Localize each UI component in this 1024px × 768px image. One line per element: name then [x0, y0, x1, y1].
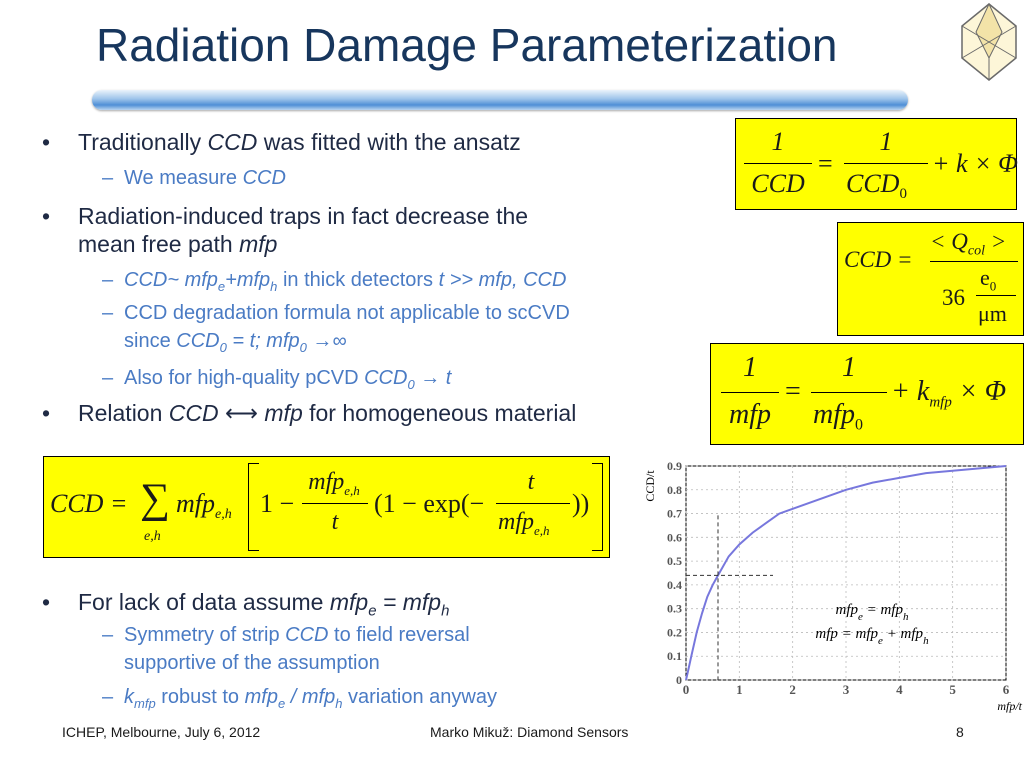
bullet-dash: –: [102, 269, 114, 291]
x-tick-label: 0: [683, 682, 690, 697]
bullet-dot: •: [42, 203, 51, 229]
x-axis-label: mfp/t: [997, 699, 1022, 713]
f2-den-coeff: 36: [942, 285, 965, 310]
f4-lhs: CCD =: [50, 489, 128, 518]
bullet-text: since CCD0 = t; mfp0 →∞: [124, 330, 347, 355]
f2-den-num: e0: [980, 265, 997, 294]
title-underline-bar: [92, 90, 908, 110]
f4-sum-symbol: ∑: [140, 476, 170, 522]
f1-rhs-denominator: CCD0: [846, 169, 907, 203]
f3-rhs-numerator: 1: [842, 352, 856, 383]
bullet-text: Relation CCD ⟷ mfp for homogeneous mater…: [78, 400, 577, 426]
bullet-text: kmfp robust to mfpe / mfph variation any…: [124, 686, 497, 711]
bullet-text: supportive of the assumption: [124, 652, 380, 674]
bullet-text: mean free path mfp: [78, 231, 278, 257]
y-tick-label: 0.4: [667, 578, 682, 592]
bullet-text: Radiation-induced traps in fact decrease…: [78, 203, 529, 229]
f3-lhs-numerator: 1: [743, 352, 757, 383]
f3-rhs-denominator: mfp0: [813, 399, 863, 434]
bullet-dash: –: [102, 367, 114, 389]
y-tick-label: 0.2: [667, 625, 682, 639]
f3-tail: + kmfp × Φ: [891, 376, 1007, 411]
bullet-dash: –: [102, 302, 114, 324]
bullet-text: For lack of data assume mfpe = mfph: [78, 589, 450, 620]
x-tick-label: 5: [949, 682, 956, 697]
f4-frac1-denominator: t: [331, 509, 339, 535]
y-tick-label: 0.3: [667, 602, 682, 616]
bullet-dot: •: [42, 589, 51, 615]
y-tick-label: 0.5: [667, 554, 682, 568]
y-tick-label: 0.9: [667, 459, 682, 473]
series-line: [685, 465, 1007, 681]
bullet-text: Symmetry of strip CCD to field reversal: [124, 624, 470, 646]
bullet-dash: –: [102, 167, 114, 189]
f3-lhs-denominator: mfp: [729, 399, 771, 430]
y-tick-label: 0.7: [667, 507, 682, 521]
f4-close: )): [572, 489, 590, 518]
x-tick-label: 2: [789, 682, 796, 697]
bullet-text: Also for high-quality pCVD CCD0 → t: [124, 367, 452, 392]
diamond-logo: [961, 2, 1017, 81]
f4-sum-index: e,h: [144, 529, 161, 544]
f4-frac2-numerator: t: [527, 469, 535, 495]
bullet-dash: –: [102, 686, 114, 708]
footer-page-number: 8: [956, 724, 964, 740]
y-tick-label: 0.8: [667, 483, 682, 497]
formula-box-3: 1 mfp = 1 mfp0 + kmfp × Φ: [710, 343, 1024, 445]
f4-one-minus: 1 −: [260, 489, 295, 518]
x-tick-label: 4: [896, 682, 903, 697]
chart-annotation-line2: mfp = mfpe + mfph: [815, 626, 929, 647]
x-tick-label: 6: [1003, 682, 1010, 697]
ccd-vs-mfp-chart: 0 0.1 0.2 0.3 0.4 0.5 0.6 0.7 0.8 0.9 0 1 2 3 4 5 6 CCD/t…: [643, 459, 1023, 713]
y-axis-label: CCD/t: [643, 470, 657, 502]
f4-frac2-denominator: mfpe,h: [498, 509, 550, 538]
bullet-dot: •: [42, 129, 51, 155]
formula-box-1: 1 CCD = 1 CCD0 + k × Φ: [735, 118, 1018, 210]
x-tick-label: 3: [843, 682, 850, 697]
formula-box-2: CCD = < Qcol > 36 e0 μm: [837, 222, 1024, 336]
y-tick-label: 0.1: [667, 649, 682, 663]
f2-numerator: < Qcol >: [930, 229, 1007, 259]
f1-lhs-denominator: CCD: [751, 169, 805, 198]
bullet-text: CCD degradation formula not applicable t…: [124, 302, 570, 324]
y-tick-label: 0: [676, 673, 682, 687]
bullet-text: Traditionally CCD was fitted with the an…: [78, 129, 521, 155]
f2-den-den: μm: [978, 301, 1007, 326]
f1-tail: + k × Φ: [932, 149, 1018, 178]
bullet-dash: –: [102, 624, 114, 646]
f4-term: mfpe,h: [176, 489, 232, 523]
f3-equals: =: [785, 376, 801, 407]
f4-exp-open: (1 − exp(−: [374, 489, 485, 518]
y-tick-label: 0.6: [667, 530, 682, 544]
f2-lhs: CCD =: [844, 247, 913, 272]
bullet-text: CCD~ mfpe+mfph in thick detectors t >> m…: [124, 269, 567, 294]
formula-box-4: CCD = ∑ e,h mfpe,h 1 − mfpe,h t (1 − exp…: [43, 456, 610, 558]
chart-annotation-line1: mfpe = mfph: [835, 602, 909, 623]
footer-conference: ICHEP, Melbourne, July 6, 2012: [62, 724, 261, 740]
x-tick-label: 1: [736, 682, 743, 697]
slide-title: Radiation Damage Parameterization: [96, 19, 838, 71]
f1-equals: =: [818, 149, 833, 178]
f4-frac1-numerator: mfpe,h: [308, 469, 360, 498]
bullet-dot: •: [42, 400, 51, 426]
f1-rhs-numerator: 1: [879, 127, 893, 156]
bullet-text: We measure CCD: [124, 167, 286, 189]
footer-author: Marko Mikuž: Diamond Sensors: [430, 724, 629, 740]
f1-lhs-numerator: 1: [771, 127, 785, 156]
